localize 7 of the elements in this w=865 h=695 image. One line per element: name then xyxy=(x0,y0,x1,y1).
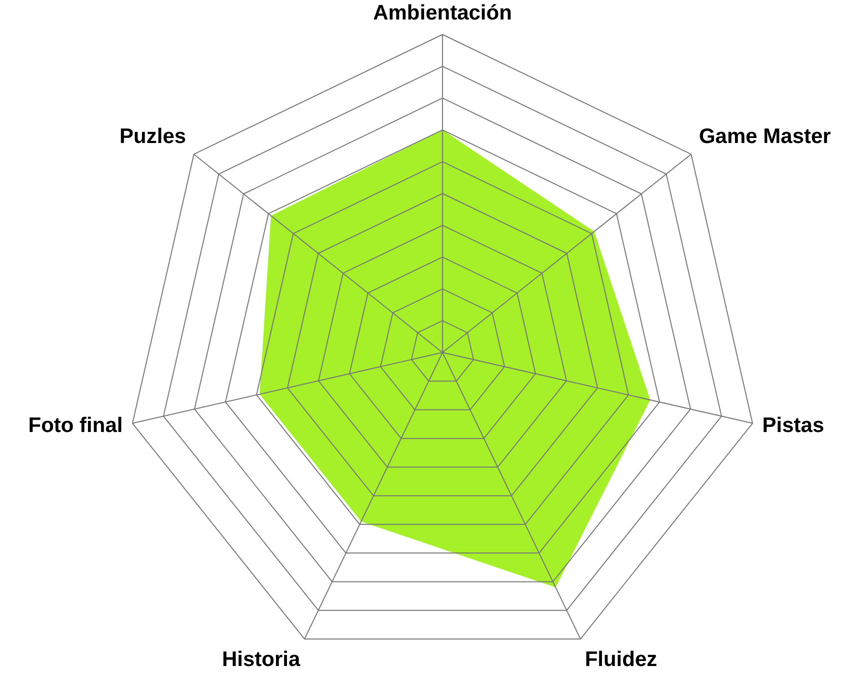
spoke-label: Fluidez xyxy=(584,648,658,672)
spoke-label: Ambientación xyxy=(373,2,512,24)
spoke-label: Game Master xyxy=(698,124,831,148)
spoke-label: Puzles xyxy=(120,124,186,148)
spoke-label: Pistas xyxy=(762,414,824,437)
spoke-label: Historia xyxy=(222,648,301,672)
spoke-label: Foto final xyxy=(28,414,123,437)
